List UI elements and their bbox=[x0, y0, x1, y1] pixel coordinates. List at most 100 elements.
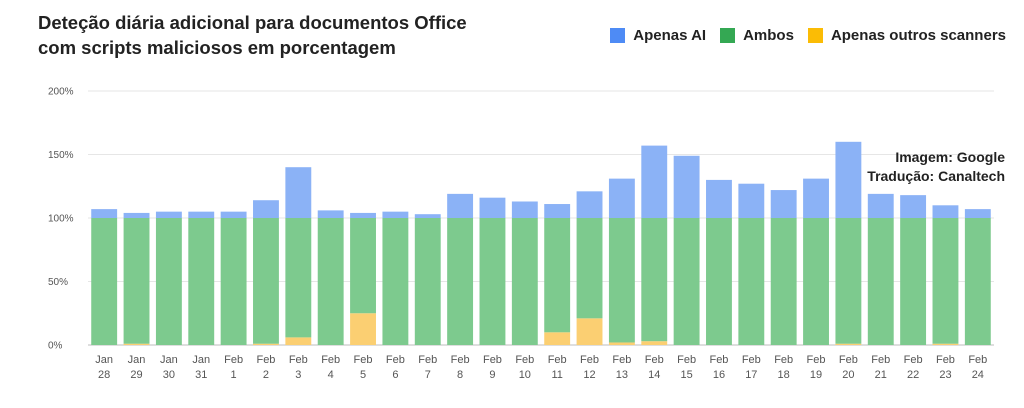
x-tick-label: Feb bbox=[354, 354, 373, 366]
x-tick-label: 16 bbox=[713, 369, 725, 381]
x-tick-label: 5 bbox=[360, 369, 366, 381]
legend-item-ambos: Ambos bbox=[720, 27, 794, 44]
x-tick-label: Feb bbox=[968, 354, 987, 366]
bar-segment-s0-23 bbox=[835, 343, 862, 345]
bar-segment-s1-21 bbox=[770, 218, 797, 345]
x-tick-label: Feb bbox=[418, 354, 437, 366]
bar-segment-s2-0 bbox=[91, 209, 118, 218]
bar-segment-s0-16 bbox=[608, 342, 635, 345]
bar-segment-s1-3 bbox=[188, 218, 215, 345]
x-tick-label: 21 bbox=[875, 369, 887, 381]
x-tick-label: Feb bbox=[871, 354, 890, 366]
chart-title-line-1: Deteção diária adicional para documentos… bbox=[38, 12, 467, 33]
bar-segment-s1-4 bbox=[220, 218, 247, 345]
x-tick-label: Feb bbox=[645, 354, 664, 366]
x-tick-label: 4 bbox=[328, 369, 334, 381]
x-tick-label: Jan bbox=[95, 354, 113, 366]
x-tick-label: Feb bbox=[224, 354, 243, 366]
bar-segment-s1-15 bbox=[576, 218, 603, 319]
bar-segment-s2-4 bbox=[220, 211, 247, 218]
legend-item-apenas-outros: Apenas outros scanners bbox=[807, 27, 1006, 44]
bar-segment-s0-1 bbox=[123, 343, 150, 345]
bar-segment-s2-14 bbox=[544, 204, 571, 218]
bar-segment-s2-7 bbox=[317, 210, 344, 218]
bar-segment-s0-14 bbox=[544, 332, 571, 345]
x-tick-label: Feb bbox=[386, 354, 405, 366]
bar-segment-s1-22 bbox=[803, 218, 829, 345]
x-tick-label: 2 bbox=[263, 369, 269, 381]
x-tick-label: 20 bbox=[842, 369, 854, 381]
x-tick-label: Jan bbox=[160, 354, 178, 366]
x-tick-label: 10 bbox=[519, 369, 531, 381]
credit-image-line: Imagem: Google bbox=[895, 149, 1005, 165]
x-tick-label: Jan bbox=[192, 354, 210, 366]
bar-segment-s0-8 bbox=[350, 313, 376, 345]
bar-segment-s2-20 bbox=[738, 183, 765, 218]
bar-segment-s2-1 bbox=[123, 212, 150, 218]
chart-title-line-2: com scripts maliciosos em porcentagem bbox=[38, 37, 396, 58]
legend-item-apenas-ai: Apenas AI bbox=[610, 27, 706, 44]
bar-segment-s1-18 bbox=[673, 218, 700, 345]
x-tick-label: 30 bbox=[163, 369, 175, 381]
x-tick-label: 9 bbox=[489, 369, 495, 381]
x-tick-label: Feb bbox=[839, 354, 858, 366]
bar-segment-s0-6 bbox=[285, 337, 312, 345]
x-tick-label: 18 bbox=[778, 369, 790, 381]
bar-segment-s1-12 bbox=[479, 218, 506, 345]
x-tick-label: 6 bbox=[392, 369, 398, 381]
x-tick-label: 1 bbox=[231, 369, 237, 381]
x-tick-label: 15 bbox=[680, 369, 692, 381]
chart-legend: Apenas AI Ambos Apenas outros scanners bbox=[610, 27, 1006, 44]
bar-segment-s1-23 bbox=[835, 218, 862, 344]
bar-segment-s2-17 bbox=[641, 145, 668, 218]
x-tick-label: Feb bbox=[289, 354, 308, 366]
bar-segment-s0-26 bbox=[932, 343, 959, 345]
bar-segment-s1-16 bbox=[608, 218, 635, 343]
legend-label-ambos: Ambos bbox=[743, 27, 794, 44]
legend-swatch-apenas-ai bbox=[610, 28, 626, 43]
y-tick-label: 150% bbox=[48, 150, 74, 161]
bar-segment-s2-13 bbox=[511, 201, 538, 218]
bar-segment-s2-27 bbox=[964, 209, 991, 218]
credit-translation-line: Tradução: Canaltech bbox=[867, 168, 1005, 184]
x-tick-label: 14 bbox=[648, 369, 660, 381]
x-tick-label: Feb bbox=[709, 354, 728, 366]
x-tick-label: 17 bbox=[745, 369, 757, 381]
bar-segment-s1-17 bbox=[641, 218, 668, 342]
x-tick-label: 19 bbox=[810, 369, 822, 381]
y-tick-label: 50% bbox=[48, 277, 68, 288]
chart-title: Deteção diária adicional para documentos… bbox=[38, 10, 467, 60]
bar-segment-s0-5 bbox=[253, 343, 279, 345]
bar-segment-s2-12 bbox=[479, 197, 506, 218]
bar-segment-s2-19 bbox=[706, 179, 732, 218]
bar-segment-s0-17 bbox=[641, 341, 668, 345]
bar-segment-s1-27 bbox=[964, 218, 991, 345]
bar-segment-s1-19 bbox=[706, 218, 732, 345]
bar-segment-s1-9 bbox=[382, 218, 409, 345]
x-tick-label: 28 bbox=[98, 369, 110, 381]
x-tick-label: Feb bbox=[807, 354, 826, 366]
x-tick-label: 13 bbox=[616, 369, 628, 381]
bar-segment-s0-15 bbox=[576, 318, 603, 345]
bar-segment-s1-24 bbox=[867, 218, 894, 345]
x-tick-label: Feb bbox=[515, 354, 534, 366]
bar-segment-s1-5 bbox=[253, 218, 279, 344]
legend-swatch-ambos bbox=[720, 28, 736, 43]
bar-segment-s2-10 bbox=[414, 214, 441, 218]
bar-segment-s1-25 bbox=[900, 218, 927, 345]
bar-segment-s2-22 bbox=[803, 178, 829, 218]
bar-segment-s1-26 bbox=[932, 218, 959, 344]
legend-label-apenas-outros: Apenas outros scanners bbox=[830, 27, 1006, 44]
bar-segment-s2-24 bbox=[867, 193, 894, 218]
x-tick-label: 23 bbox=[939, 369, 951, 381]
x-tick-label: Feb bbox=[936, 354, 955, 366]
image-credit: Imagem: Google Tradução: Canaltech bbox=[867, 148, 1005, 186]
bar-segment-s2-26 bbox=[932, 205, 959, 218]
x-tick-label: Feb bbox=[904, 354, 923, 366]
x-tick-label: Feb bbox=[580, 354, 599, 366]
x-tick-label: 22 bbox=[907, 369, 919, 381]
x-tick-label: 24 bbox=[972, 369, 984, 381]
x-tick-label: 12 bbox=[583, 369, 595, 381]
x-tick-label: Feb bbox=[677, 354, 696, 366]
